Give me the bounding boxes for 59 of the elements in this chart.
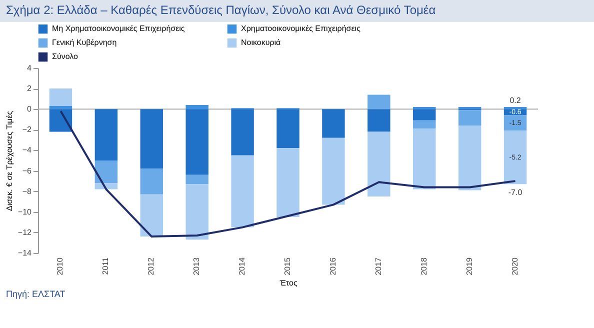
bar [504,130,527,184]
x-tick-label: 2013 [192,256,202,276]
bar [140,109,163,169]
bar [186,109,208,175]
bar [94,109,118,160]
x-axis-title: Έτος [278,278,298,288]
bar [413,120,436,129]
bar [368,94,390,110]
x-tick-label: 2014 [238,256,247,276]
y-tick-label: −10 [18,207,32,216]
bar [458,126,482,190]
x-tick-label: 2016 [328,256,338,276]
legend-label: Νοικοκυριά [241,38,282,47]
bar [231,109,254,156]
bar [140,194,163,237]
x-tick-label: 2017 [374,256,383,276]
x-tick-label: 2020 [510,256,520,276]
y-tick-label: −4 [22,146,32,155]
bar [322,109,345,138]
data-label: -7.0 [508,188,523,198]
text: Πηγή: ΕΛΣΤΑΤ [5,289,66,299]
x-tick-label: 2011 [101,256,110,275]
legend-label: Σύνολο [52,52,78,61]
bar [322,138,345,205]
x-tick-label: 2015 [283,256,292,276]
bar [276,109,300,148]
bar [186,105,208,110]
y-tick-label: −14 [18,248,32,258]
bar [49,109,72,132]
y-tick-label: 2 [27,84,32,94]
x-tick-label: 2019 [464,256,474,276]
chart-title: Σχήμα 2: Ελλάδα – Καθαρές Επενδύσεις Παγίων, Σύνολο και Ανά Θεσμικό Τομέα [0,0,594,22]
x-tick-label: 2010 [56,256,65,276]
legend-label: Χρηματοοικονομικές Επιχειρήσεις [241,24,361,34]
y-tick-label: 4 [27,64,32,72]
y-tick-label: 0 [27,104,32,114]
legend-label: Μη Χρηματοοικονομικές Επιχειρήσεις [52,24,185,34]
bar [368,109,390,132]
bar [140,168,163,194]
y-tick-label: −2 [22,125,32,134]
bar [186,184,208,240]
legend-label: Γενική Κυβέρνηση [52,38,117,47]
bar [94,160,118,184]
y-tick-label: −6 [22,166,32,176]
bar [49,88,72,106]
bar [186,174,208,184]
bar [276,148,300,218]
x-tick-label: 2018 [419,256,428,276]
y-tick-label: −8 [22,186,32,196]
bar [231,155,254,228]
x-tick-label: 2012 [146,256,156,276]
data-label: 0.2 [510,96,522,106]
y-axis-title: Δισεκ. € σε Τρέχουσες Τιμές [4,110,14,211]
bar [368,132,390,196]
bar [413,128,436,190]
y-tick-label: −12 [18,228,32,237]
bar [458,110,482,126]
bar [49,106,72,110]
bar [413,109,436,120]
